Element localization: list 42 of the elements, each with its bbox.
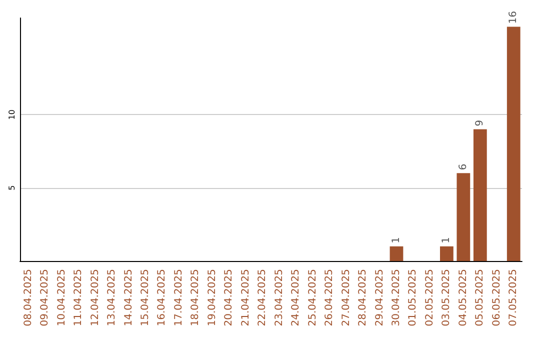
data-label: 1 [441,236,452,244]
x-tick-label: 12.04.2025 [90,269,101,326]
x-tick-label: 23.04.2025 [274,269,285,326]
x-tick-label: 30.04.2025 [391,269,402,326]
x-tick-label: 24.04.2025 [290,269,302,326]
x-tick-label: 10.04.2025 [56,269,68,326]
x-tick-label: 13.04.2025 [106,269,118,326]
x-tick-label: 01.05.2025 [408,269,419,326]
x-tick-label: 26.04.2025 [324,269,336,326]
x-tick-label: 19.04.2025 [206,269,218,326]
bar [440,246,454,261]
x-tick-label: 11.04.2025 [73,269,84,326]
x-tick-label: 18.04.2025 [190,269,202,326]
x-tick-label: 03.05.2025 [441,269,452,326]
bar [506,26,520,261]
x-tick-label: 25.04.2025 [307,269,318,326]
data-label: 9 [474,120,486,126]
bar [473,129,487,261]
bar [456,173,470,261]
x-tick-label: 04.05.2025 [458,269,469,326]
x-tick-label: 20.04.2025 [224,269,235,326]
y-tick-label: 5 [8,185,16,190]
x-tick-label: 06.05.2025 [491,269,502,326]
x-tick-label: 28.04.2025 [358,269,369,326]
y-tick-label: 10 [8,110,16,120]
x-tick-label: 27.04.2025 [340,269,352,326]
bar [390,246,404,261]
data-label: 1 [391,236,402,244]
x-tick-label: 08.04.2025 [22,269,34,326]
x-tick-label: 16.04.2025 [156,269,168,326]
data-label: 16 [508,11,520,24]
x-tick-label: 17.04.2025 [173,269,184,326]
x-tick-label: 22.04.2025 [257,269,268,326]
data-label: 6 [458,164,469,170]
x-tick-label: 21.04.2025 [240,269,252,326]
x-tick-label: 15.04.2025 [140,269,151,326]
x-tick-label: 07.05.2025 [508,269,520,326]
x-tick-label: 14.04.2025 [123,269,134,326]
x-tick-label: 29.04.2025 [374,269,386,326]
x-tick-label: 09.04.2025 [40,269,51,326]
x-tick-label: 05.05.2025 [474,269,486,326]
x-tick-label: 02.05.2025 [424,269,436,326]
